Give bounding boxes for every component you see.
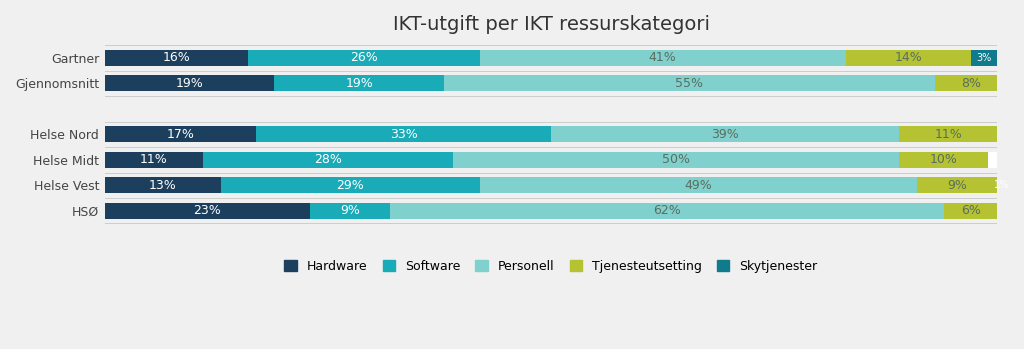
Text: 11%: 11% — [935, 128, 963, 141]
Text: 50%: 50% — [663, 153, 690, 166]
Text: 1%: 1% — [994, 180, 1010, 190]
Text: 6%: 6% — [961, 204, 981, 217]
Bar — [453, 152, 899, 168]
Text: 23%: 23% — [194, 204, 221, 217]
Text: 3%: 3% — [977, 53, 991, 63]
Title: IKT-utgift per IKT ressurskategori: IKT-utgift per IKT ressurskategori — [392, 15, 710, 34]
Text: 55%: 55% — [676, 77, 703, 90]
Text: 39%: 39% — [712, 128, 739, 141]
Text: 62%: 62% — [653, 204, 681, 217]
Bar — [551, 126, 899, 142]
Bar — [479, 177, 918, 193]
Bar — [104, 152, 997, 168]
Text: 16%: 16% — [162, 51, 190, 65]
Text: 49%: 49% — [684, 179, 713, 192]
Bar — [104, 50, 248, 66]
Bar — [444, 75, 935, 91]
Text: 28%: 28% — [314, 153, 342, 166]
Text: 26%: 26% — [350, 51, 378, 65]
Bar — [104, 75, 997, 91]
Bar — [104, 50, 997, 66]
Bar — [997, 177, 1007, 193]
Bar — [899, 126, 997, 142]
Bar — [104, 75, 274, 91]
Text: 9%: 9% — [947, 179, 968, 192]
Bar — [104, 152, 203, 168]
Bar — [479, 50, 846, 66]
Text: 14%: 14% — [894, 51, 922, 65]
Text: 8%: 8% — [961, 77, 981, 90]
Bar — [256, 126, 551, 142]
Bar — [971, 50, 997, 66]
Bar — [390, 203, 944, 218]
Text: 13%: 13% — [148, 179, 176, 192]
Bar — [104, 126, 997, 142]
Bar — [918, 177, 997, 193]
Bar — [846, 50, 971, 66]
Text: 11%: 11% — [140, 153, 168, 166]
Bar — [104, 126, 256, 142]
Text: 10%: 10% — [930, 153, 957, 166]
Text: 17%: 17% — [167, 128, 195, 141]
Bar — [104, 177, 997, 193]
Bar — [104, 203, 310, 218]
Bar — [899, 152, 988, 168]
Text: 29%: 29% — [336, 179, 365, 192]
Text: 9%: 9% — [340, 204, 360, 217]
Bar — [203, 152, 453, 168]
Text: 41%: 41% — [649, 51, 677, 65]
Bar — [248, 50, 479, 66]
Bar — [221, 177, 479, 193]
Text: 19%: 19% — [345, 77, 373, 90]
Bar — [944, 203, 997, 218]
Legend: Hardware, Software, Personell, Tjenesteutsetting, Skytjenester: Hardware, Software, Personell, Tjenesteu… — [285, 260, 817, 273]
Bar — [104, 203, 997, 218]
Bar — [310, 203, 390, 218]
Bar — [104, 177, 221, 193]
Text: 19%: 19% — [175, 77, 204, 90]
Bar — [935, 75, 1007, 91]
Bar — [274, 75, 444, 91]
Text: 33%: 33% — [390, 128, 418, 141]
